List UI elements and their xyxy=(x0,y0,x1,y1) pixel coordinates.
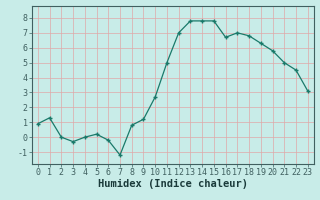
X-axis label: Humidex (Indice chaleur): Humidex (Indice chaleur) xyxy=(98,179,248,189)
